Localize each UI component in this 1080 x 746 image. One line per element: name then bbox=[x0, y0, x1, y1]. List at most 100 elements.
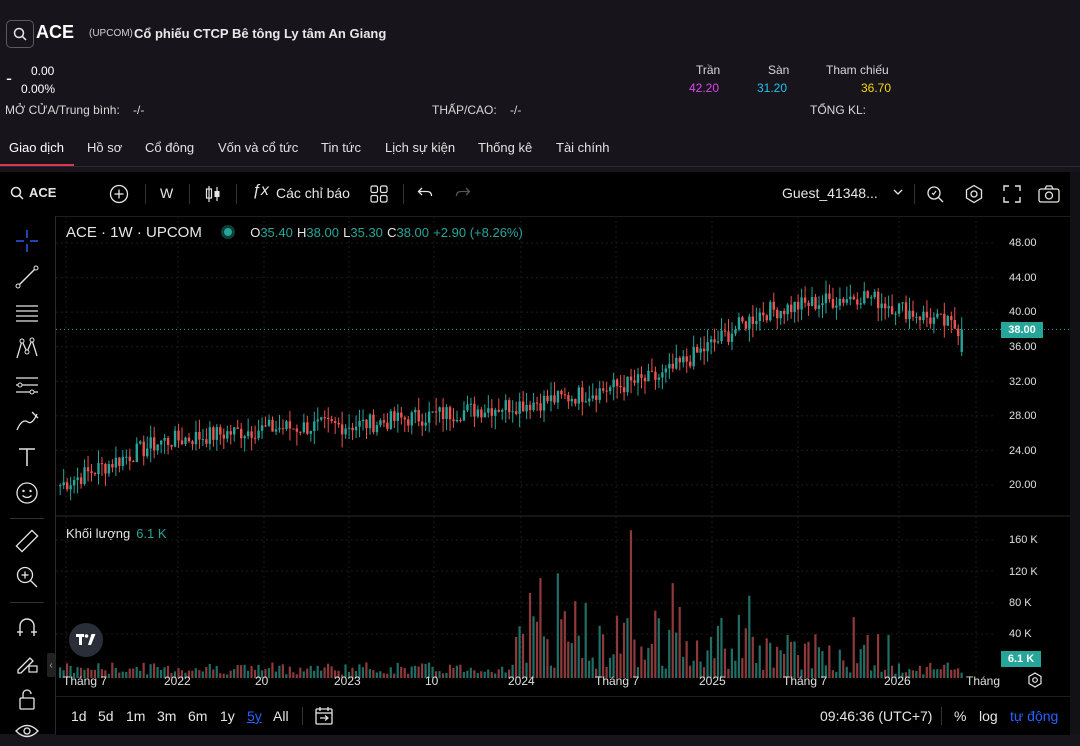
pattern-tool[interactable] bbox=[12, 334, 42, 364]
symbol-search-icon[interactable] bbox=[10, 186, 24, 200]
volume-bar bbox=[685, 641, 688, 678]
visibility-tool[interactable] bbox=[12, 716, 42, 746]
candle-body bbox=[765, 315, 768, 321]
candle-body bbox=[382, 420, 386, 423]
volume-bar bbox=[333, 670, 337, 678]
user-menu[interactable]: Guest_41348... bbox=[782, 185, 878, 201]
magnet-tool[interactable] bbox=[12, 612, 42, 642]
low-high-label: THẤP/CAO: bbox=[432, 103, 497, 117]
trendline-tool[interactable] bbox=[12, 262, 42, 292]
redo-icon[interactable] bbox=[455, 186, 471, 200]
range-all[interactable]: All bbox=[273, 708, 289, 724]
volume-bar bbox=[508, 669, 511, 678]
candle-body bbox=[396, 412, 400, 421]
stay-drawing-tool[interactable] bbox=[12, 648, 42, 678]
volume-bar bbox=[671, 583, 674, 678]
indicators-icon[interactable]: ƒx bbox=[252, 182, 269, 199]
price-tick: 24.00 bbox=[1009, 445, 1037, 457]
compare-add-icon[interactable] bbox=[109, 184, 129, 204]
candle-body bbox=[90, 471, 93, 474]
range-1d[interactable]: 1d bbox=[71, 708, 87, 724]
company-name: Cổ phiếu CTCP Bê tông Ly tâm An Giang bbox=[134, 26, 387, 41]
tab-capital-dividends[interactable]: Vốn và cổ tức bbox=[218, 140, 299, 155]
candle-body bbox=[146, 448, 149, 457]
volume-bar bbox=[588, 660, 591, 678]
time-tick: 2024 bbox=[508, 674, 535, 688]
volume-bar bbox=[904, 672, 908, 678]
quick-search-icon[interactable] bbox=[925, 184, 945, 204]
candle-body bbox=[205, 439, 208, 444]
collapse-toolbar-button[interactable]: ‹ bbox=[47, 653, 55, 677]
text-tool[interactable] bbox=[12, 442, 42, 472]
chart-container bbox=[0, 172, 1071, 734]
symbol-input[interactable]: ACE bbox=[29, 185, 57, 200]
range-6m[interactable]: 6m bbox=[188, 708, 208, 724]
range-5d[interactable]: 5d bbox=[98, 708, 114, 724]
candle-body bbox=[918, 316, 922, 321]
candle-body bbox=[849, 296, 852, 300]
log-scale-toggle[interactable]: log bbox=[979, 708, 998, 724]
interval-button[interactable]: W bbox=[160, 185, 174, 201]
candle-type-icon[interactable] bbox=[203, 184, 223, 204]
candle-body bbox=[636, 374, 640, 383]
candle-body bbox=[894, 313, 897, 315]
horizontal-lines-tool[interactable] bbox=[12, 298, 42, 328]
volume-bar bbox=[501, 666, 504, 678]
candle-body bbox=[93, 473, 97, 475]
range-1m[interactable]: 1m bbox=[126, 708, 146, 724]
search-button[interactable] bbox=[6, 20, 34, 48]
tab-statistics[interactable]: Thống kê bbox=[478, 140, 533, 155]
auto-scale-toggle[interactable]: tự động bbox=[1010, 708, 1059, 724]
volume-bar bbox=[351, 667, 354, 678]
candle-body bbox=[922, 311, 925, 321]
candle-body bbox=[476, 409, 480, 417]
zoom-tool[interactable] bbox=[12, 562, 42, 592]
pencil-lock-icon bbox=[17, 657, 38, 674]
clock-timezone[interactable]: 09:46:36 (UTC+7) bbox=[820, 708, 933, 724]
tab-news[interactable]: Tin tức bbox=[321, 140, 362, 155]
candle-body bbox=[100, 463, 104, 465]
range-5y[interactable]: 5y bbox=[247, 708, 262, 724]
emoji-tool[interactable] bbox=[12, 478, 42, 508]
candle-body bbox=[880, 303, 883, 309]
ruler-tool[interactable] bbox=[12, 526, 42, 556]
crosshair-tool[interactable] bbox=[12, 226, 42, 256]
axis-settings-icon[interactable] bbox=[1027, 672, 1043, 688]
range-3m[interactable]: 3m bbox=[157, 708, 177, 724]
candle-body bbox=[393, 411, 396, 421]
fullscreen-icon[interactable] bbox=[1003, 185, 1021, 203]
volume-bar bbox=[943, 664, 946, 678]
brush-tool[interactable] bbox=[12, 406, 42, 436]
fib-tool[interactable] bbox=[12, 370, 42, 400]
tab-finance[interactable]: Tài chính bbox=[556, 140, 610, 155]
layouts-icon[interactable] bbox=[370, 185, 388, 203]
camera-icon[interactable] bbox=[1038, 185, 1060, 203]
indicators-button[interactable]: Các chỉ báo bbox=[276, 185, 350, 201]
candle-body bbox=[535, 402, 539, 404]
candle-body bbox=[612, 379, 615, 388]
time-tick: Tháng bbox=[966, 674, 1001, 688]
candle-body bbox=[149, 437, 152, 449]
percent-scale-toggle[interactable]: % bbox=[954, 708, 967, 724]
tab-trading[interactable]: Giao dịch bbox=[9, 140, 64, 155]
tab-profile[interactable]: Hồ sơ bbox=[87, 140, 123, 155]
candle-body bbox=[222, 434, 225, 439]
range-1y[interactable]: 1y bbox=[220, 708, 235, 724]
settings-icon[interactable] bbox=[964, 184, 984, 204]
price-chart[interactable] bbox=[56, 216, 1070, 696]
tab-shareholders[interactable]: Cổ đông bbox=[145, 140, 195, 155]
volume-bar bbox=[410, 666, 413, 678]
legend-change: +2.90 (+8.26%) bbox=[433, 225, 523, 240]
tab-events[interactable]: Lịch sự kiện bbox=[385, 140, 456, 155]
candle-body bbox=[473, 403, 476, 417]
chevron-down-icon[interactable] bbox=[892, 188, 904, 196]
candle-body bbox=[647, 370, 650, 382]
tradingview-logo[interactable] bbox=[69, 623, 103, 657]
candle-body bbox=[400, 412, 403, 418]
candle-body bbox=[838, 298, 842, 306]
lock-tool[interactable] bbox=[12, 684, 42, 714]
undo-icon[interactable] bbox=[417, 186, 433, 200]
date-range-icon[interactable] bbox=[314, 706, 334, 726]
volume-bar bbox=[817, 647, 821, 678]
candle-body bbox=[796, 301, 800, 310]
